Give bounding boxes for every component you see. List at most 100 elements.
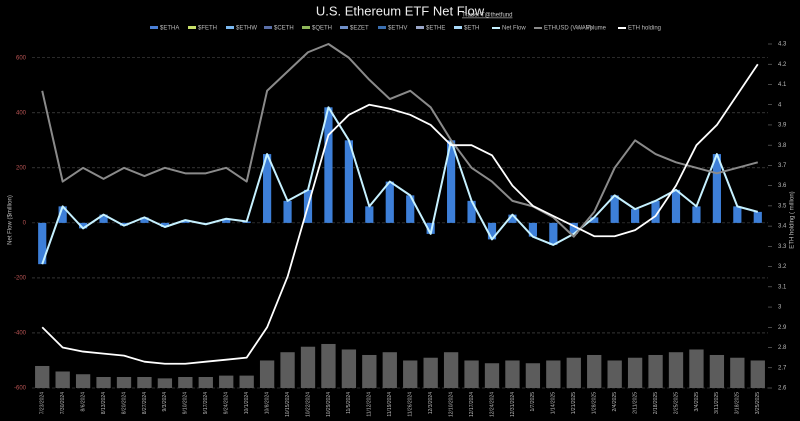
net-flow-bar — [324, 107, 333, 223]
x-tick-label: 10/22/2024 — [305, 392, 311, 417]
volume-bar — [75, 374, 91, 388]
net-flow-bar — [99, 214, 108, 223]
net-flow-bar — [181, 220, 190, 223]
y-tick-label: -600 — [14, 386, 27, 392]
net-flow-bar — [79, 222, 88, 229]
volume-bar — [525, 363, 541, 388]
x-tick-label: 12/24/2024 — [489, 392, 495, 417]
x-tick-label: 12/17/2024 — [469, 392, 475, 417]
volume-bar — [607, 360, 622, 388]
legend-label: $CETH — [274, 26, 294, 32]
volume-bar — [362, 354, 377, 388]
x-tick-label: 9/3/2024 — [162, 392, 168, 412]
x-tick-label: 10/15/2024 — [285, 392, 291, 417]
series-line — [41, 43, 759, 238]
volume-bar — [484, 363, 500, 388]
legend-swatch — [534, 27, 542, 29]
volume-bar — [627, 357, 643, 388]
legend-swatch — [150, 26, 158, 29]
x-tick-label: 3/25/2025 — [755, 392, 761, 414]
net-flow-bar — [508, 214, 517, 223]
volume-bar — [464, 360, 479, 388]
x-tick-label: 9/17/2024 — [203, 392, 209, 414]
legend-swatch — [454, 26, 462, 29]
net-flow-bar — [38, 222, 47, 265]
x-tick-label: 8/20/2024 — [121, 392, 127, 414]
legend-swatch — [264, 26, 272, 29]
y2-tick-label: 2.8 — [778, 345, 787, 351]
x-tick-label: 9/24/2024 — [224, 392, 230, 414]
y-tick-label: -200 — [14, 275, 27, 281]
net-flow-bar — [651, 200, 660, 223]
volume-bar — [587, 354, 602, 388]
volume-bar — [96, 376, 111, 388]
volume-bar — [689, 349, 704, 388]
x-tick-label: 12/10/2024 — [448, 392, 454, 417]
volume-bar — [178, 376, 193, 388]
x-tick-label: 10/1/2024 — [244, 392, 250, 414]
volume-bar — [219, 375, 234, 388]
legend-swatch — [576, 27, 584, 29]
y2-axis-label: ETH holding ( million) — [790, 191, 796, 248]
x-tick-label: 1/28/2025 — [592, 392, 598, 414]
x-tick-label: 7/30/2024 — [60, 392, 66, 414]
x-tick-label: 2/18/2025 — [653, 392, 659, 414]
x-tick-label: 2/11/2025 — [632, 392, 638, 414]
net-flow-bar — [753, 211, 762, 223]
volume-bar — [403, 360, 418, 388]
volume-bar — [505, 360, 520, 388]
net-flow-bar — [487, 222, 497, 240]
volume-bar — [321, 343, 336, 388]
legend-swatch — [188, 26, 196, 29]
x-tick-label: 3/11/2025 — [714, 392, 720, 414]
volume-bar — [239, 375, 254, 388]
legend-label: $FETH — [198, 26, 217, 32]
net-flow-bar — [467, 200, 476, 223]
x-tick-label: 9/10/2024 — [183, 392, 189, 414]
x-tick-label: 12/31/2024 — [510, 392, 516, 417]
legend-swatch — [340, 26, 348, 29]
y2-tick-label: 3 — [778, 305, 782, 311]
x-tick-label: 8/13/2024 — [101, 392, 107, 414]
y2-tick-label: 2.7 — [778, 365, 787, 371]
y-tick-label: 600 — [16, 55, 27, 61]
net-flow-bar — [263, 154, 272, 223]
net-flow-bar — [590, 217, 599, 223]
net-flow-bar — [385, 181, 394, 223]
net-flow-bar — [712, 154, 721, 223]
x-tick-label: 11/26/2024 — [408, 392, 414, 417]
net-flow-bar — [610, 195, 619, 223]
legend-label: ETH holding — [628, 26, 661, 32]
y-tick-label: 0 — [23, 220, 27, 226]
y2-tick-label: 3.3 — [778, 244, 787, 250]
x-tick-label: 3/18/2025 — [735, 392, 741, 414]
volume-bar — [382, 352, 397, 388]
chart-subtitle: Trader T@thetfund — [462, 13, 512, 19]
legend-label: ETHUSD (VWAP) — [544, 26, 592, 32]
y2-tick-label: 3.1 — [778, 284, 787, 290]
net-flow-bar — [671, 189, 681, 223]
legend-label: $ETH — [464, 26, 479, 32]
y2-tick-label: 3.2 — [778, 264, 787, 270]
legend-swatch — [492, 27, 500, 29]
volume-bar — [341, 349, 357, 388]
volume-bar — [116, 376, 132, 388]
legend-label: Volume — [586, 26, 607, 32]
legend-label: $ETHA — [160, 26, 179, 32]
y2-tick-label: 3.5 — [778, 203, 787, 209]
legend-label: $ETHE — [426, 26, 445, 32]
net-flow-bar — [140, 217, 149, 223]
y2-tick-label: 4.3 — [778, 42, 787, 48]
series-line — [41, 106, 759, 265]
volume-bar — [546, 360, 561, 388]
chart-title: U.S. Ethereum ETF Net Flow — [316, 3, 485, 18]
y-tick-label: 400 — [16, 110, 27, 116]
volume-bar — [423, 357, 438, 388]
volume-bar — [198, 376, 213, 388]
x-tick-label: 2/4/2025 — [612, 392, 618, 412]
volume-bar — [566, 357, 581, 388]
y2-tick-label: 2.6 — [778, 386, 787, 392]
legend-label: $ETHV — [388, 26, 407, 32]
volume-bar — [157, 378, 173, 388]
